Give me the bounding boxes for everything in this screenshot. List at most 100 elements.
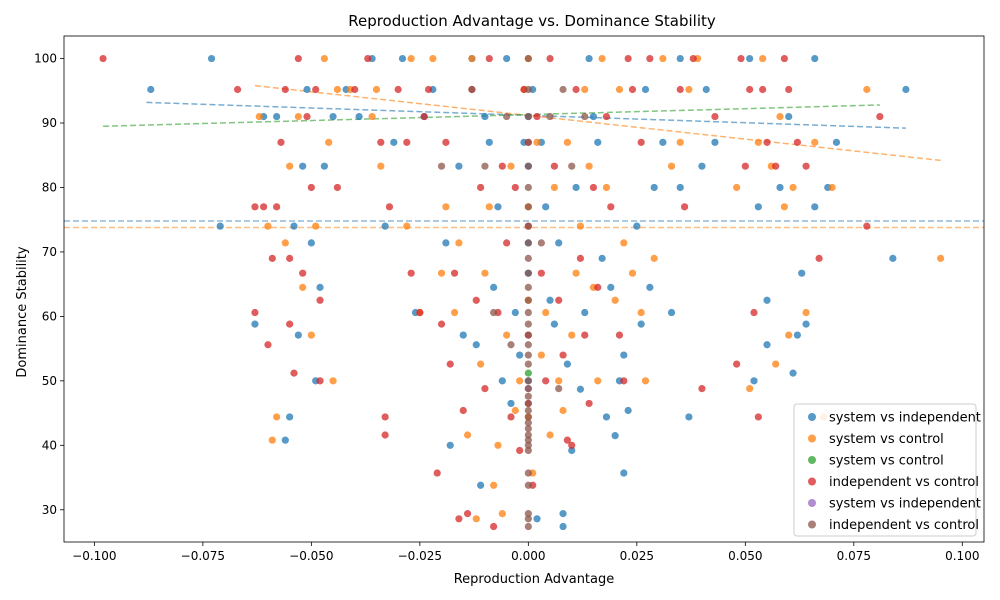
data-point bbox=[802, 320, 810, 328]
y-tick-label: 80 bbox=[42, 180, 57, 194]
data-point bbox=[498, 510, 506, 518]
data-point bbox=[581, 112, 589, 121]
data-point bbox=[264, 222, 272, 230]
data-point bbox=[294, 112, 302, 121]
data-point bbox=[524, 413, 532, 421]
data-point bbox=[485, 203, 493, 211]
trend-line bbox=[103, 104, 880, 127]
data-point bbox=[568, 446, 576, 455]
data-point bbox=[785, 112, 793, 121]
data-point bbox=[828, 183, 836, 192]
data-point bbox=[477, 360, 485, 368]
data-point bbox=[450, 269, 459, 277]
data-point bbox=[316, 377, 324, 385]
data-point bbox=[524, 481, 532, 489]
data-point bbox=[581, 308, 589, 317]
data-point bbox=[524, 183, 532, 192]
data-point bbox=[390, 138, 398, 146]
data-point bbox=[537, 239, 545, 247]
data-point bbox=[902, 85, 910, 94]
data-point bbox=[307, 239, 315, 247]
data-point bbox=[711, 112, 719, 121]
data-point bbox=[524, 424, 532, 433]
data-point bbox=[550, 183, 558, 192]
data-point bbox=[785, 331, 793, 339]
data-point bbox=[524, 441, 532, 449]
data-point bbox=[641, 85, 650, 94]
x-tick-label: 0.000 bbox=[511, 549, 545, 563]
data-point bbox=[667, 308, 676, 317]
data-point bbox=[563, 360, 571, 368]
data-point bbox=[524, 431, 532, 439]
data-point bbox=[776, 112, 784, 121]
data-point bbox=[785, 85, 793, 94]
data-point bbox=[260, 203, 268, 211]
data-point bbox=[407, 54, 415, 63]
data-point bbox=[490, 481, 498, 489]
data-point bbox=[511, 406, 519, 415]
data-point bbox=[281, 239, 289, 247]
data-point bbox=[507, 413, 515, 421]
data-point bbox=[550, 162, 558, 170]
data-point bbox=[481, 112, 489, 121]
data-point bbox=[780, 54, 788, 63]
data-point bbox=[524, 112, 532, 121]
data-point bbox=[481, 162, 489, 170]
data-point bbox=[446, 360, 454, 368]
data-point bbox=[620, 351, 628, 359]
data-point bbox=[802, 162, 810, 170]
data-point bbox=[563, 138, 571, 146]
data-point bbox=[463, 431, 472, 439]
data-point bbox=[316, 296, 324, 304]
plot-frame bbox=[63, 35, 985, 543]
data-point bbox=[286, 162, 294, 170]
data-point bbox=[507, 162, 515, 170]
x-tick-label: −0.025 bbox=[398, 549, 442, 563]
data-point bbox=[524, 331, 532, 339]
data-point bbox=[568, 441, 576, 449]
data-point bbox=[416, 308, 424, 317]
data-point bbox=[394, 85, 402, 94]
data-point bbox=[546, 431, 554, 439]
data-point bbox=[303, 112, 311, 121]
y-tick-label: 50 bbox=[42, 374, 57, 388]
data-point bbox=[516, 351, 524, 359]
x-tick-label: 0.025 bbox=[620, 549, 654, 563]
data-point bbox=[320, 54, 328, 63]
data-point bbox=[490, 283, 498, 291]
data-point bbox=[507, 399, 515, 408]
data-point bbox=[772, 360, 780, 368]
data-point bbox=[637, 320, 645, 328]
data-point bbox=[364, 54, 372, 63]
data-point bbox=[281, 436, 289, 444]
data-point bbox=[377, 138, 385, 146]
data-point bbox=[759, 85, 767, 94]
data-point bbox=[524, 320, 532, 328]
data-point bbox=[611, 432, 619, 440]
data-point bbox=[494, 441, 502, 449]
x-tick-label: 0.075 bbox=[837, 549, 871, 563]
data-points bbox=[99, 54, 945, 531]
data-point bbox=[793, 331, 801, 339]
data-point bbox=[307, 183, 315, 192]
data-point bbox=[646, 54, 654, 63]
data-point bbox=[299, 269, 307, 277]
data-point bbox=[251, 308, 259, 317]
data-point bbox=[398, 54, 407, 63]
data-point bbox=[507, 341, 515, 349]
data-point bbox=[503, 239, 511, 247]
series-5 bbox=[437, 54, 589, 531]
data-point bbox=[290, 222, 298, 230]
data-point bbox=[576, 385, 585, 393]
data-point bbox=[750, 377, 758, 385]
data-point bbox=[494, 203, 502, 211]
data-point bbox=[546, 112, 554, 121]
y-axis: 30 40 50 60 70 80 90 100 bbox=[34, 52, 64, 517]
data-point bbox=[637, 308, 645, 317]
data-point bbox=[537, 351, 545, 359]
data-point bbox=[468, 54, 476, 63]
data-point bbox=[255, 112, 263, 121]
data-point bbox=[620, 239, 628, 247]
data-point bbox=[524, 138, 532, 146]
x-axis: −0.100 −0.075 −0.050 −0.025 0.000 0.025 0.050 0… bbox=[72, 542, 979, 563]
